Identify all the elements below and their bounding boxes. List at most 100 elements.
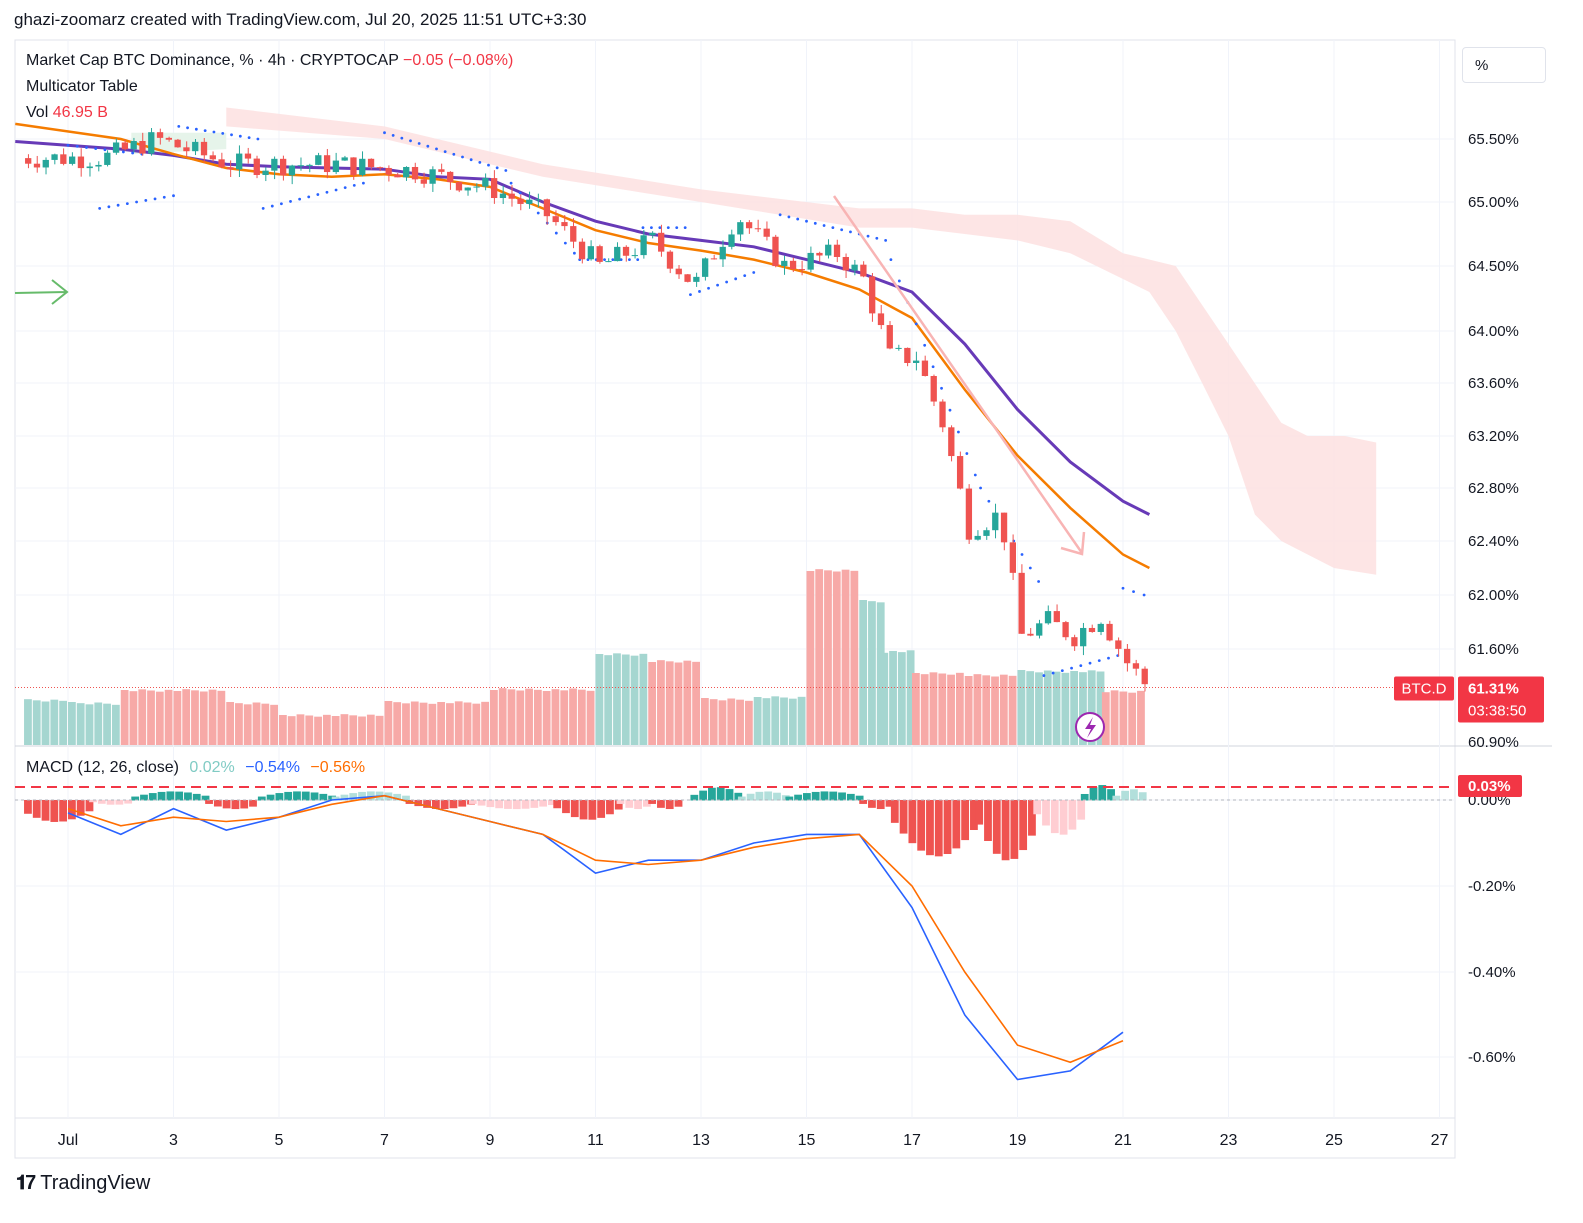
macd-hist-bar — [97, 800, 106, 804]
macd-histogram — [24, 785, 1147, 861]
volume-bar — [569, 688, 577, 745]
ichimoku-cloud — [226, 107, 1377, 575]
psar-dot — [116, 203, 120, 207]
time-tick-label: 25 — [1325, 1132, 1343, 1149]
volume-bar — [683, 660, 692, 745]
psar-dot — [563, 241, 567, 245]
volume-bar — [533, 689, 542, 745]
candle-body — [192, 141, 199, 152]
psar-dot — [391, 134, 395, 137]
candle-body — [306, 164, 313, 166]
psar-dot — [1028, 566, 1032, 570]
volume-bar — [340, 714, 349, 745]
psar-dot — [957, 430, 960, 434]
macd-hist-bar — [423, 800, 431, 808]
author-line: ghazi-zoomarz created with TradingView.c… — [14, 10, 587, 29]
volume-bar — [498, 688, 507, 745]
psar-dot — [743, 274, 747, 278]
psar-dot — [107, 205, 111, 209]
macd-hist-bar — [32, 800, 41, 818]
psar-dot — [383, 131, 386, 135]
candle-body — [1097, 623, 1104, 632]
psar-dot — [683, 226, 687, 230]
volume-bar — [147, 690, 155, 745]
macd-hist-bar — [917, 800, 926, 851]
volume-bar — [287, 716, 296, 745]
time-tick-label: 23 — [1220, 1132, 1238, 1149]
candle-body — [1080, 627, 1087, 647]
tradingview-brand[interactable]: 𝟏7 TradingView — [16, 1172, 150, 1195]
volume-bar — [824, 570, 832, 745]
candle-body — [60, 154, 67, 164]
price-scale-unit-button[interactable]: % — [1462, 47, 1546, 83]
volume-bar — [718, 700, 727, 745]
time-tick-label: 27 — [1431, 1132, 1449, 1149]
candle-body — [1053, 611, 1060, 623]
legend-indicator[interactable]: Multicator Table — [26, 78, 138, 95]
chart-frame — [14, 39, 1456, 1159]
psar-dot — [279, 202, 283, 206]
psar-dot — [973, 473, 977, 477]
psar-dot — [619, 258, 623, 261]
psar-dot — [212, 130, 216, 134]
macd-hist-bar — [240, 800, 249, 809]
volume-bar — [366, 714, 375, 745]
legend-vol-label[interactable]: Vol — [26, 104, 49, 121]
psar-dot — [504, 169, 508, 172]
candle-body — [517, 198, 524, 204]
psar-dot — [307, 195, 311, 199]
macd-hist-bar — [648, 800, 657, 804]
candle-body — [385, 167, 392, 175]
time-tick-label: 3 — [169, 1132, 178, 1149]
candle-body — [860, 264, 867, 277]
macd-tag-bg — [1458, 775, 1522, 797]
macd-hist-bar — [140, 794, 148, 801]
volume-bar — [437, 702, 446, 745]
price-tick-label: 62.80% — [1468, 480, 1519, 497]
legend-macd-label[interactable]: MACD (12, 26, close) — [26, 759, 179, 776]
candle-body — [323, 155, 331, 173]
legend-symbol[interactable]: Market Cap BTC Dominance, % · 4h · CRYPT… — [26, 52, 399, 69]
candle-body — [825, 244, 832, 256]
candle-body — [992, 512, 999, 531]
psar-dot — [334, 188, 338, 192]
candle-body — [693, 276, 700, 282]
macd-hist-bar — [231, 800, 240, 810]
volume-bar — [32, 700, 41, 745]
volume-bar — [472, 703, 481, 745]
macd-hist-bar — [838, 792, 846, 801]
volume-bar — [358, 716, 366, 745]
macd-tick-label: -0.20% — [1468, 878, 1516, 895]
symbol-tag-bg — [1394, 676, 1454, 701]
candle-body — [543, 199, 551, 217]
candle-body — [666, 251, 674, 269]
price-tick-label: 60.90% — [1468, 734, 1519, 751]
macd-hist-bar — [699, 790, 708, 801]
candle-body — [702, 258, 709, 277]
ma-orange-line — [15, 122, 1150, 570]
macd-hist-bar — [530, 800, 539, 808]
psar-dot — [66, 143, 70, 147]
macd-hist-bar — [205, 800, 213, 804]
macd-hist-bar — [319, 793, 328, 801]
psar-dot — [658, 226, 662, 230]
candle-body — [1088, 627, 1096, 632]
candle-body — [280, 158, 287, 176]
volume-bar — [120, 690, 129, 745]
psar-dot — [256, 137, 260, 141]
candle-body — [473, 186, 480, 188]
psar-dot — [1088, 661, 1092, 665]
psar-dot — [131, 151, 135, 155]
macd-hist-bar — [1107, 789, 1115, 801]
candle-body — [983, 530, 990, 536]
macd-tag-value: 0.03% — [1468, 778, 1511, 795]
macd-hist-bar — [890, 800, 899, 823]
macd-hist-bar — [1077, 800, 1086, 820]
legend-change: −0.05 (−0.08%) — [403, 52, 514, 69]
macd-hist-bar — [331, 796, 340, 801]
volume-bar — [797, 696, 806, 745]
macd-hist-bar — [366, 791, 375, 801]
volume-bar — [111, 704, 120, 745]
psar-dot — [194, 127, 198, 131]
